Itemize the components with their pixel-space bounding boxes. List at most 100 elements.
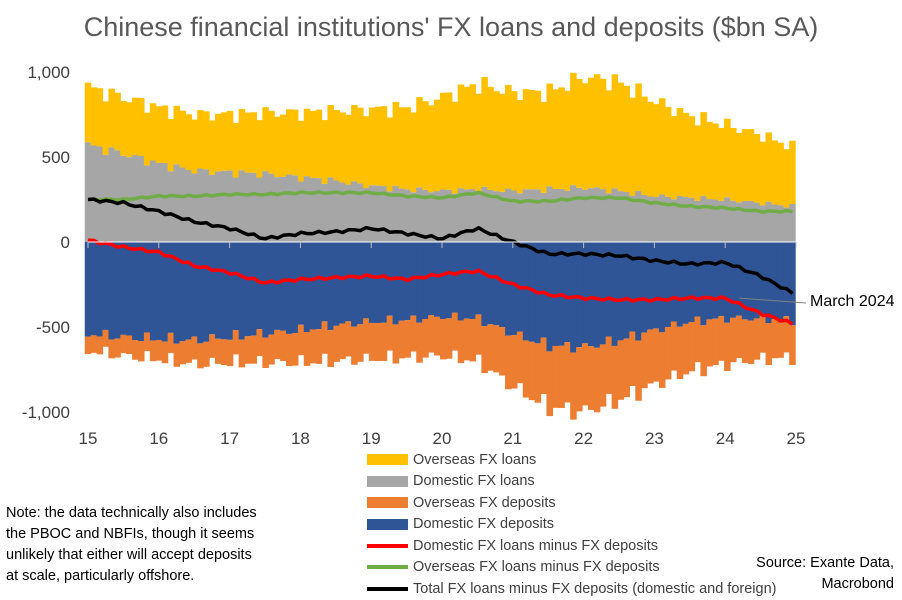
- bar-overseas-fx-deposits: [522, 340, 530, 398]
- bar-domestic-fx-loans: [789, 203, 796, 242]
- bar-domestic-fx-deposits: [291, 242, 299, 334]
- bar-overseas-fx-loans: [386, 117, 394, 192]
- bar-overseas-fx-deposits: [232, 330, 240, 355]
- bar-overseas-fx-loans: [635, 83, 642, 191]
- bar-overseas-fx-deposits: [238, 339, 246, 368]
- bar-overseas-fx-deposits: [303, 332, 311, 366]
- bar-overseas-fx-loans: [404, 107, 411, 190]
- bar-domestic-fx-deposits: [682, 242, 690, 324]
- bar-overseas-fx-deposits: [309, 329, 317, 364]
- bar-overseas-fx-deposits: [161, 341, 169, 364]
- bar-domestic-fx-loans: [451, 193, 459, 242]
- bar-domestic-fx-deposits: [238, 242, 246, 340]
- bar-overseas-fx-loans: [398, 107, 406, 189]
- bar-overseas-fx-deposits: [564, 342, 571, 403]
- bar-domestic-fx-deposits: [741, 242, 749, 320]
- bar-domestic-fx-loans: [587, 188, 595, 242]
- bar-overseas-fx-loans: [422, 101, 429, 190]
- bar-domestic-fx-loans: [599, 189, 607, 242]
- legend-swatch: [367, 454, 408, 466]
- x-axis: 15 16 17 18 19 20 21 22 23 24 25: [79, 242, 805, 448]
- bar-overseas-fx-deposits: [653, 328, 660, 382]
- bar-domestic-fx-deposits: [647, 242, 654, 330]
- bar-domestic-fx-deposits: [422, 242, 429, 320]
- bar-overseas-fx-deposits: [528, 341, 536, 401]
- bar-overseas-fx-deposits: [599, 344, 607, 407]
- bar-overseas-fx-loans: [664, 106, 672, 197]
- bar-domestic-fx-deposits: [564, 242, 571, 343]
- bar-domestic-fx-deposits: [434, 242, 441, 317]
- bar-domestic-fx-loans: [434, 191, 441, 242]
- bar-domestic-fx-loans: [179, 167, 186, 242]
- bar-domestic-fx-deposits: [653, 242, 660, 329]
- bar-domestic-fx-loans: [138, 156, 145, 242]
- bar-overseas-fx-loans: [209, 120, 216, 175]
- x-tick-label: 17: [220, 429, 239, 448]
- bar-domestic-fx-loans: [362, 188, 370, 242]
- legend-label: Overseas FX loans: [413, 451, 537, 468]
- bar-domestic-fx-deposits: [321, 242, 329, 322]
- bar-domestic-fx-deposits: [587, 242, 595, 347]
- bar-domestic-fx-loans: [676, 195, 684, 242]
- bar-domestic-fx-deposits: [362, 242, 370, 319]
- bar-overseas-fx-deposits: [333, 325, 340, 362]
- bar-overseas-fx-deposits: [327, 330, 334, 368]
- bar-domestic-fx-loans: [143, 165, 151, 242]
- bar-overseas-fx-deposits: [120, 334, 127, 354]
- bar-domestic-fx-deposits: [676, 242, 684, 327]
- bar-domestic-fx-loans: [522, 189, 530, 242]
- bar-domestic-fx-deposits: [309, 242, 317, 330]
- bar-domestic-fx-loans: [771, 204, 778, 242]
- bar-overseas-fx-loans: [445, 92, 453, 190]
- bar-domestic-fx-deposits: [664, 242, 672, 328]
- x-tick-label: 21: [503, 429, 522, 448]
- bar-overseas-fx-loans: [297, 120, 305, 182]
- bar-overseas-fx-deposits: [445, 318, 453, 359]
- bar-overseas-fx-deposits: [197, 343, 204, 369]
- bar-overseas-fx-deposits: [611, 345, 619, 409]
- legend-label: Domestic FX deposits: [413, 516, 555, 533]
- bar-domestic-fx-deposits: [505, 242, 512, 336]
- bar-domestic-fx-loans: [540, 192, 548, 242]
- bar-domestic-fx-loans: [286, 174, 293, 242]
- bar-overseas-fx-deposits: [262, 337, 269, 368]
- bar-domestic-fx-loans: [528, 189, 536, 242]
- line-overseas-net: [87, 190, 793, 214]
- bar-overseas-fx-loans: [789, 140, 796, 204]
- bar-domestic-fx-deposits: [126, 242, 133, 336]
- bar-overseas-fx-loans: [641, 96, 648, 195]
- y-tick-label: 0: [61, 233, 70, 252]
- bar-domestic-fx-deposits: [374, 242, 382, 323]
- bar-domestic-fx-loans: [416, 187, 423, 242]
- bar-domestic-fx-loans: [735, 202, 743, 242]
- bar-domestic-fx-deposits: [712, 242, 719, 319]
- bar-overseas-fx-loans: [291, 109, 299, 176]
- bar-domestic-fx-loans: [256, 177, 263, 242]
- bar-overseas-fx-deposits: [179, 341, 186, 365]
- bar-overseas-fx-deposits: [422, 319, 429, 358]
- bar-overseas-fx-loans: [161, 105, 169, 164]
- bar-overseas-fx-deposits: [783, 316, 790, 353]
- bar-overseas-fx-deposits: [143, 332, 151, 352]
- bar-domestic-fx-deposits: [582, 242, 589, 344]
- bar-overseas-fx-deposits: [386, 315, 394, 351]
- bar-overseas-fx-deposits: [132, 340, 139, 360]
- annotation-march-2024: March 2024: [810, 293, 895, 310]
- bar-domestic-fx-deposits: [700, 242, 707, 326]
- bar-domestic-fx-loans: [321, 183, 329, 242]
- bar-overseas-fx-loans: [558, 87, 565, 189]
- bar-overseas-fx-deposits: [380, 322, 388, 361]
- bar-overseas-fx-deposits: [605, 336, 613, 394]
- bar-domestic-fx-loans: [191, 173, 198, 242]
- bar-overseas-fx-deposits: [167, 332, 175, 353]
- bar-overseas-fx-deposits: [149, 340, 157, 362]
- bar-overseas-fx-deposits: [546, 351, 554, 417]
- bar-overseas-fx-loans: [203, 111, 210, 170]
- bar-overseas-fx-deposits: [730, 317, 737, 363]
- bar-domestic-fx-deposits: [185, 242, 192, 340]
- bar-overseas-fx-loans: [540, 101, 548, 193]
- bar-overseas-fx-deposits: [724, 322, 731, 371]
- bar-domestic-fx-loans: [90, 145, 98, 242]
- bar-overseas-fx-deposits: [457, 320, 465, 364]
- bar-overseas-fx-deposits: [469, 318, 477, 362]
